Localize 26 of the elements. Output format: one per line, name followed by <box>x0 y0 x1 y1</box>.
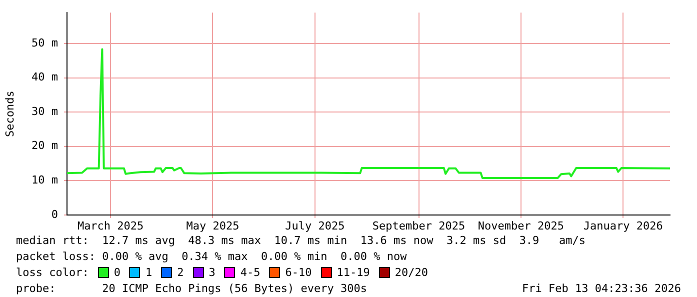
y-tick-label: 10 m <box>32 174 58 187</box>
legend-label: 20/20 <box>394 265 428 280</box>
text: median rtt: 12.7 ms avg 48.3 ms max 10.7 ms min 13.6 ms now 3.2 ms sd 3.9 am/s <box>16 233 586 248</box>
y-tick-label: 20 m <box>32 139 58 152</box>
x-tick-label: November 2025 <box>478 219 564 232</box>
x-tick-label: September 2025 <box>372 219 466 232</box>
y-tick-label: 30 m <box>32 104 58 118</box>
legend-label: 2 <box>177 265 184 280</box>
text: probe: 20 ICMP Echo Pings (56 Bytes) every 300s <box>16 281 367 296</box>
y-tick-label: 50 m <box>32 36 58 50</box>
y-tick-label: 40 m <box>32 70 58 84</box>
text: packet loss: 0.00 % avg 0.34 % max 0.00 % min 0.00 % now <box>16 249 407 264</box>
x-tick-label: March 2025 <box>77 219 144 232</box>
legend-label: 1 <box>145 265 152 280</box>
legend-label: 6-10 <box>285 265 312 280</box>
legend-label: 11-19 <box>336 265 370 280</box>
y-axis-title: Seconds <box>3 90 16 137</box>
y-tick-label: 0 <box>51 208 58 221</box>
legend-label: 3 <box>208 265 216 280</box>
x-tick-label: July 2025 <box>285 219 345 232</box>
legend-title: loss color: <box>16 265 89 280</box>
legend-label: 0 <box>114 265 120 280</box>
legend-label: 4-5 <box>240 265 260 280</box>
text: Fri Feb 13 04:23:36 2026 <box>522 281 681 296</box>
x-tick-label: January 2026 <box>583 219 663 232</box>
x-tick-label: May 2025 <box>186 219 240 232</box>
